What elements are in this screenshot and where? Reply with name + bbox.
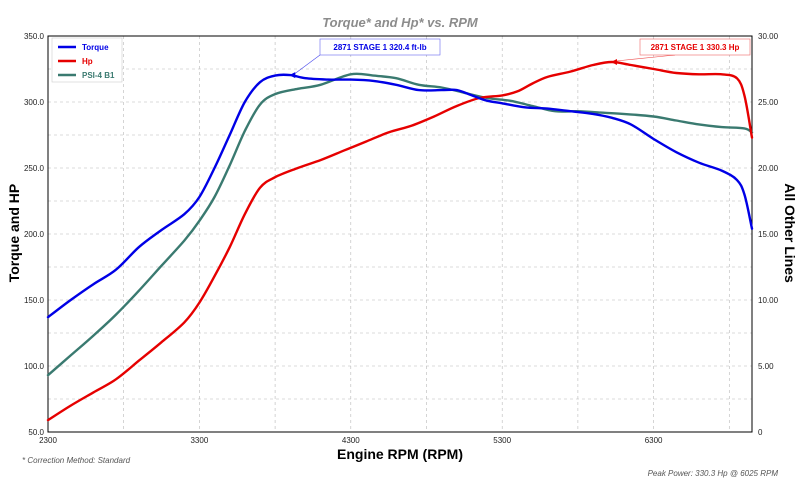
x-axis-title: Engine RPM (RPM) bbox=[337, 446, 463, 462]
annotation-box bbox=[319, 38, 441, 56]
y-tick-label: 350.0 bbox=[24, 32, 45, 41]
legend-label: Hp bbox=[82, 57, 93, 66]
y2-tick-label: 10.00 bbox=[758, 296, 779, 305]
y2-tick-label: 30.00 bbox=[758, 32, 779, 41]
annotation-label: 2871 STAGE 1 330.3 Hp bbox=[651, 43, 740, 52]
y2-tick-label: 20.00 bbox=[758, 164, 779, 173]
y-tick-label: 150.0 bbox=[24, 296, 45, 305]
annotation-pointer bbox=[615, 54, 676, 62]
y2-axis-title: All Other Lines bbox=[782, 183, 798, 283]
legend: Torque Hp PSI-4 B1 bbox=[51, 37, 123, 83]
annotation-pointer bbox=[294, 54, 321, 75]
annotation-box bbox=[639, 38, 751, 56]
y-tick-label: 200.0 bbox=[24, 230, 45, 239]
legend-label: Torque bbox=[82, 43, 109, 52]
annotation-arrowhead bbox=[610, 59, 617, 66]
y2-tick-label: 25.00 bbox=[758, 98, 779, 107]
annotation-label: 2871 STAGE 1 320.4 ft-lb bbox=[333, 43, 426, 52]
y-tick-label: 250.0 bbox=[24, 164, 45, 173]
series-line-psi-4-b1 bbox=[46, 72, 754, 377]
y-tick-label: 300.0 bbox=[24, 98, 45, 107]
y2-tick-label: 5.00 bbox=[758, 362, 774, 371]
x-tick-label: 4300 bbox=[342, 436, 360, 445]
grid bbox=[47, 35, 752, 433]
x-tick-label: 5300 bbox=[493, 436, 511, 445]
y-axis-title: Torque and HP bbox=[6, 184, 22, 283]
peak-power-note: Peak Power: 330.3 Hp @ 6025 RPM bbox=[648, 469, 779, 478]
y-tick-label: 100.0 bbox=[24, 362, 45, 371]
y2-tick-label: 15.00 bbox=[758, 230, 779, 239]
y-tick-label: 50.0 bbox=[28, 428, 44, 437]
x-tick-label: 6300 bbox=[645, 436, 663, 445]
tick-labels: 50.0 100.0 150.0 200.0 250.0 300.0 350.0 0 5.00 1… bbox=[24, 32, 779, 445]
annotations: 2871 STAGE 1 320.4 ft-lb 2871 STAGE 1 330… bbox=[289, 38, 751, 79]
series-line-hp bbox=[46, 60, 754, 422]
x-tick-label: 3300 bbox=[190, 436, 208, 445]
y2-tick-label: 0 bbox=[758, 428, 763, 437]
x-tick-label: 2300 bbox=[39, 436, 57, 445]
plot-frame bbox=[47, 35, 753, 433]
correction-note: * Correction Method: Standard bbox=[22, 456, 131, 465]
legend-label: PSI-4 B1 bbox=[82, 71, 115, 80]
series-lines bbox=[46, 60, 754, 422]
chart-title: Torque* and Hp* vs. RPM bbox=[322, 15, 479, 30]
series-line-torque bbox=[46, 73, 754, 319]
annotation-arrowhead bbox=[289, 72, 296, 79]
